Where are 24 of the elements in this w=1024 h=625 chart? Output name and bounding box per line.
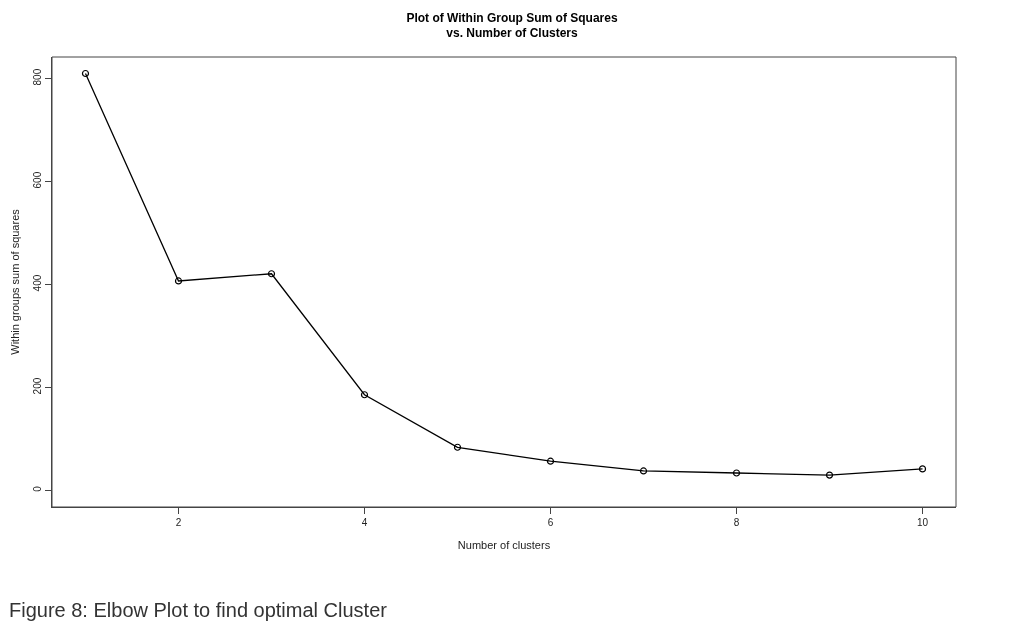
y-tick-label: 600 bbox=[32, 171, 43, 189]
y-tick-label: 200 bbox=[32, 377, 43, 395]
point bbox=[174, 277, 183, 285]
y-axis-title: Within groups sum of squares bbox=[8, 208, 21, 355]
y-tick-label: 0 bbox=[32, 485, 43, 492]
point bbox=[732, 469, 741, 477]
x-tick-label: 6 bbox=[547, 517, 554, 528]
x-tick-label: 4 bbox=[361, 517, 368, 528]
chart-title: Plot of Within Group Sum of Squares vs. Number of Clusters bbox=[406, 10, 618, 41]
point bbox=[918, 465, 927, 473]
x-axis-title: Number of clusters bbox=[457, 539, 551, 552]
x-tick-label: 10 bbox=[916, 517, 929, 528]
y-tick-label: 400 bbox=[32, 274, 43, 292]
y-tick-label: 800 bbox=[32, 68, 43, 86]
caption: Figure 8: Elbow Plot to find optimal Cluster bbox=[9, 599, 388, 621]
point bbox=[360, 391, 369, 399]
x-tick-label: 2 bbox=[175, 517, 182, 528]
point bbox=[453, 443, 462, 451]
point bbox=[81, 69, 90, 78]
point bbox=[639, 467, 648, 475]
point bbox=[825, 471, 834, 479]
point bbox=[267, 270, 276, 278]
x-tick-label: 8 bbox=[733, 517, 740, 528]
point bbox=[546, 457, 555, 465]
